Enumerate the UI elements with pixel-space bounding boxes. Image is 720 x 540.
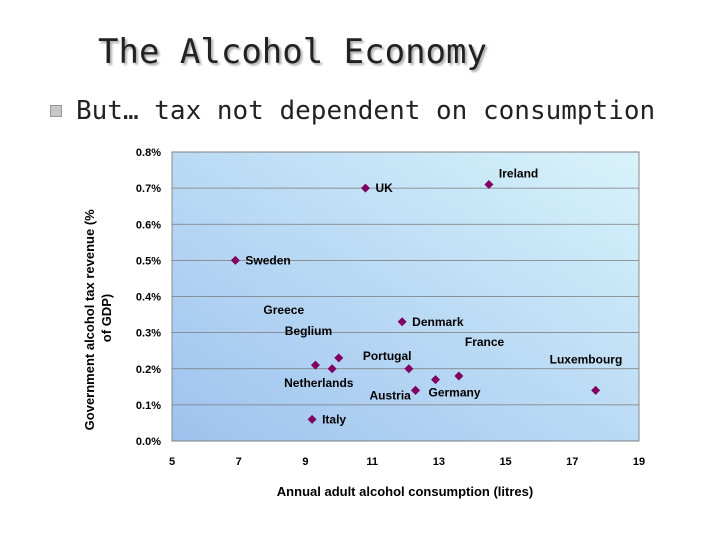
data-point-label: Italy — [322, 412, 346, 426]
y-tick-label: 0.6% — [136, 219, 161, 231]
data-point-label: Ireland — [499, 167, 538, 181]
data-point-marker — [431, 375, 441, 385]
data-point-marker — [327, 364, 337, 374]
data-point-marker — [404, 364, 414, 374]
x-tick-label: 9 — [302, 456, 308, 468]
data-point-label: UK — [375, 181, 393, 195]
y-tick-label: 0.1% — [136, 400, 161, 412]
slide-title: The Alcohol Economy — [98, 32, 487, 72]
y-tick-label: 0.5% — [136, 255, 161, 267]
data-point-label: Portugal — [363, 349, 412, 363]
y-tick-label: 0.3% — [136, 328, 161, 340]
data-point-label: Beglium — [285, 324, 332, 338]
data-point-marker — [360, 183, 370, 193]
data-point-marker — [454, 371, 464, 381]
data-point-label: Luxembourg — [550, 352, 623, 366]
data-point-marker — [334, 353, 344, 363]
data-point-label: Netherlands — [284, 376, 354, 390]
y-tick-label: 0.8% — [136, 147, 161, 159]
bullet-square-icon — [50, 105, 62, 117]
bullet-text: But… tax not dependent on consumption — [76, 96, 656, 126]
y-tick-label: 0.7% — [136, 183, 161, 195]
y-axis-label-line-2: of GDP) — [99, 294, 114, 342]
y-tick-label: 0.2% — [136, 364, 161, 376]
data-point-marker — [411, 385, 421, 395]
x-tick-label: 11 — [366, 456, 378, 468]
data-point-marker — [307, 414, 317, 424]
y-tick-label: 0.4% — [136, 292, 161, 304]
data-point-marker — [230, 255, 240, 265]
data-point-label: Germany — [429, 385, 481, 399]
data-point-marker — [310, 360, 320, 370]
x-tick-label: 15 — [499, 456, 511, 468]
x-tick-label: 13 — [433, 456, 445, 468]
data-point-marker — [591, 385, 601, 395]
y-axis-label: Government alcohol tax revenue (% of GDP… — [82, 206, 114, 431]
data-point-label: Denmark — [412, 315, 464, 329]
x-axis-label: Annual adult alcohol consumption (litres… — [277, 484, 533, 499]
x-tick-label: 7 — [236, 456, 242, 468]
data-point-label: France — [465, 335, 505, 349]
x-tick-label: 17 — [566, 456, 578, 468]
data-point-label: Sweden — [245, 253, 290, 267]
x-tick-label: 5 — [169, 456, 175, 468]
data-point-label: Austria — [370, 388, 412, 402]
data-point-marker — [397, 317, 407, 327]
y-tick-label: 0.0% — [136, 436, 161, 448]
y-axis-label-line-1: Government alcohol tax revenue (% — [82, 209, 97, 431]
x-tick-label: 19 — [633, 456, 645, 468]
data-point-label: Greece — [263, 303, 304, 317]
data-point-marker — [484, 180, 494, 190]
plot-area: 0.0% 0.1% 0.2% 0.3% 0.4% 0.5% 0.6% 0.7% 0.8% 5 7 9 1… — [136, 147, 645, 468]
bullet-row: But… tax not dependent on consumption — [50, 96, 655, 126]
